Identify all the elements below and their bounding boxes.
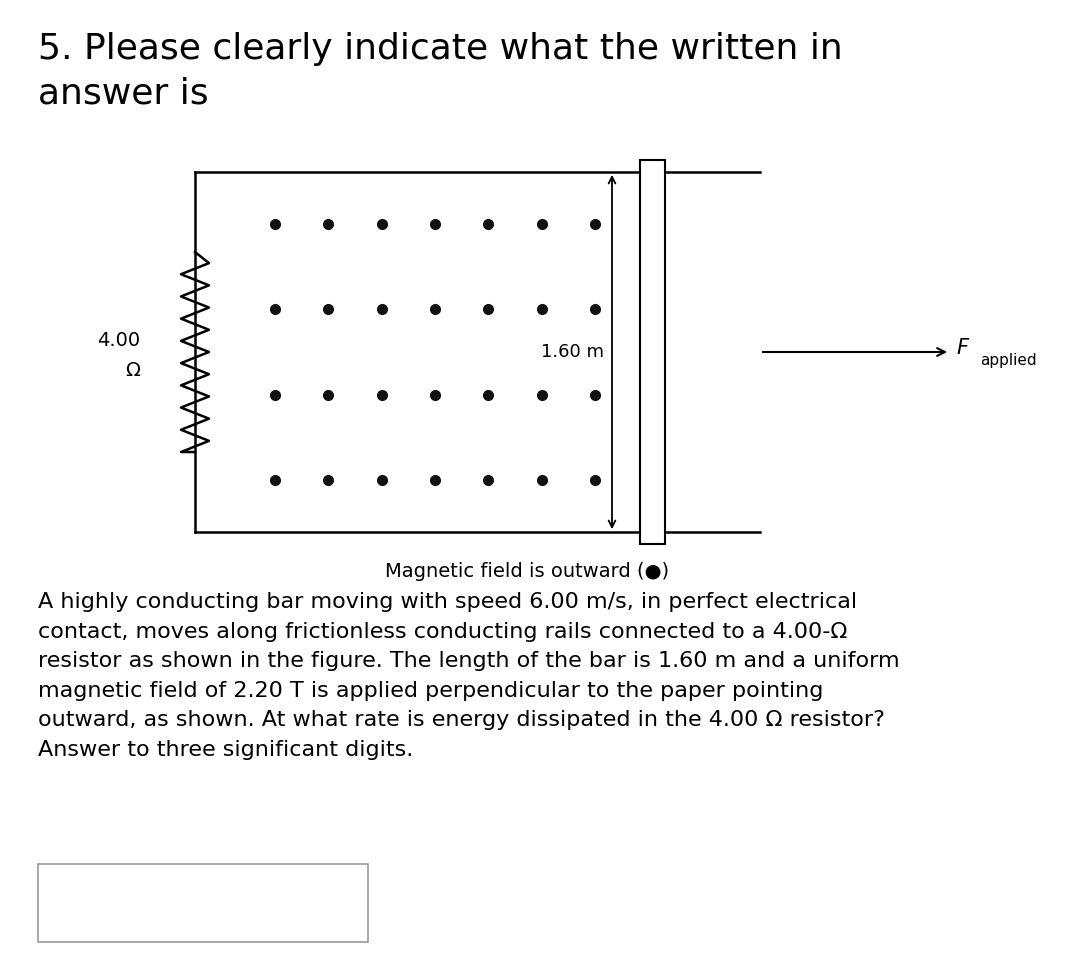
Text: answer is: answer is: [38, 77, 208, 111]
Bar: [640, 160, 665, 544]
Text: 5. Please clearly indicate what the written in: 5. Please clearly indicate what the writ…: [38, 32, 842, 66]
Text: 1.60 m: 1.60 m: [541, 343, 604, 361]
Text: Magnetic field is outward (●): Magnetic field is outward (●): [386, 562, 670, 581]
Text: A highly conducting bar moving with speed 6.00 m/s, in perfect electrical
contac: A highly conducting bar moving with spee…: [38, 592, 900, 760]
Bar: [38, 864, 368, 942]
Text: Ω: Ω: [125, 361, 140, 379]
Text: 4.00: 4.00: [97, 330, 140, 350]
Text: applied: applied: [980, 353, 1037, 367]
Text: $\it{F}$: $\it{F}$: [956, 338, 970, 358]
